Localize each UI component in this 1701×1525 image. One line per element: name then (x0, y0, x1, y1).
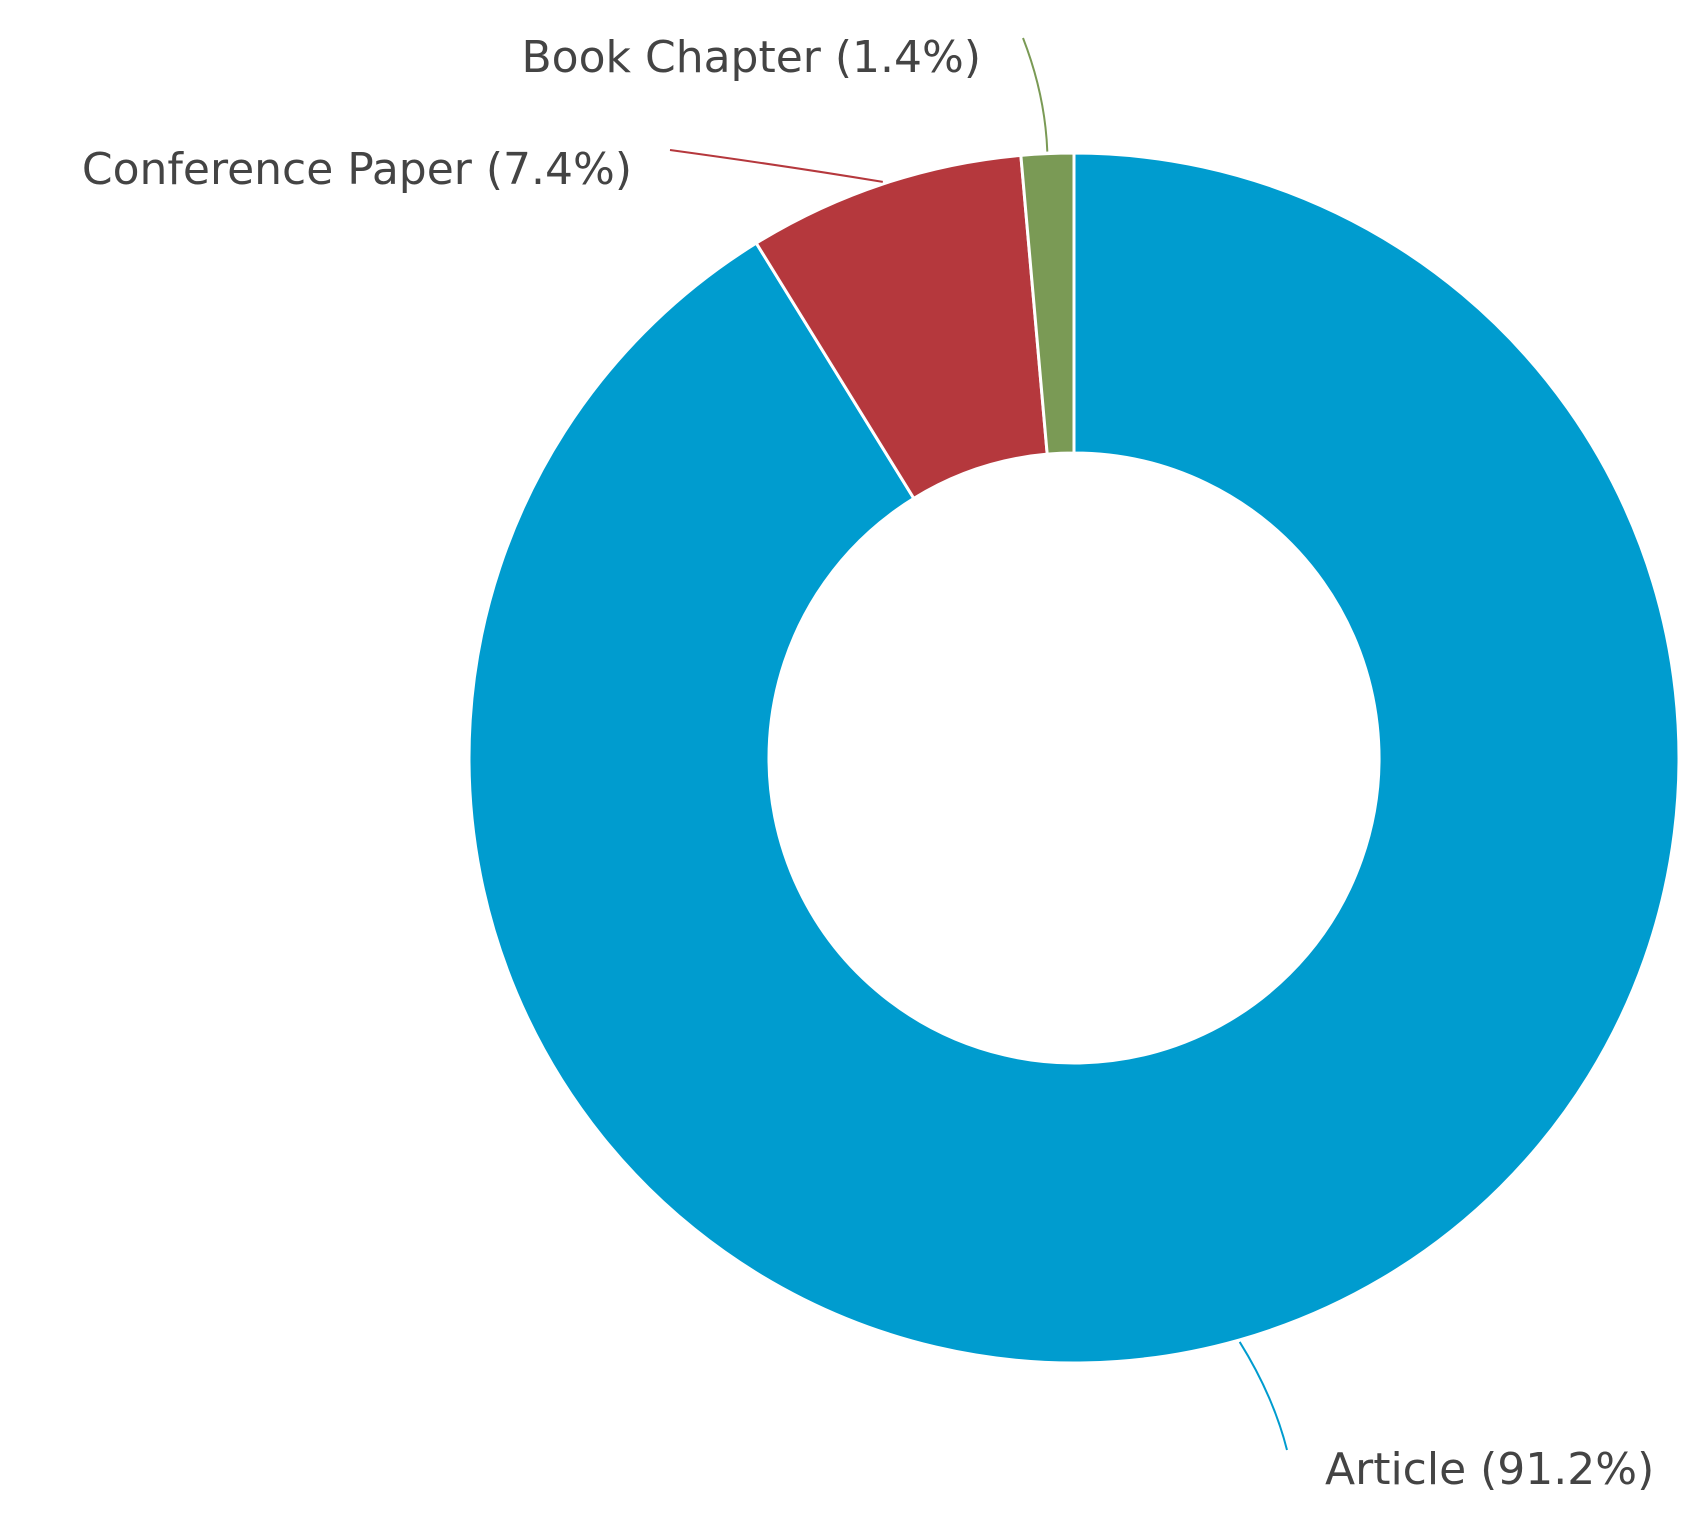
donut-slice (1019, 151, 1076, 456)
slice-label: Article (91.2%) (1325, 1444, 1654, 1495)
leader-line (1238, 1341, 1288, 1451)
slice-label: Book Chapter (1.4%) (521, 32, 981, 83)
slice-label: Conference Paper (7.4%) (82, 144, 632, 195)
leader-line (1022, 37, 1049, 152)
leader-line (669, 149, 883, 183)
donut-slice (467, 151, 1681, 1365)
